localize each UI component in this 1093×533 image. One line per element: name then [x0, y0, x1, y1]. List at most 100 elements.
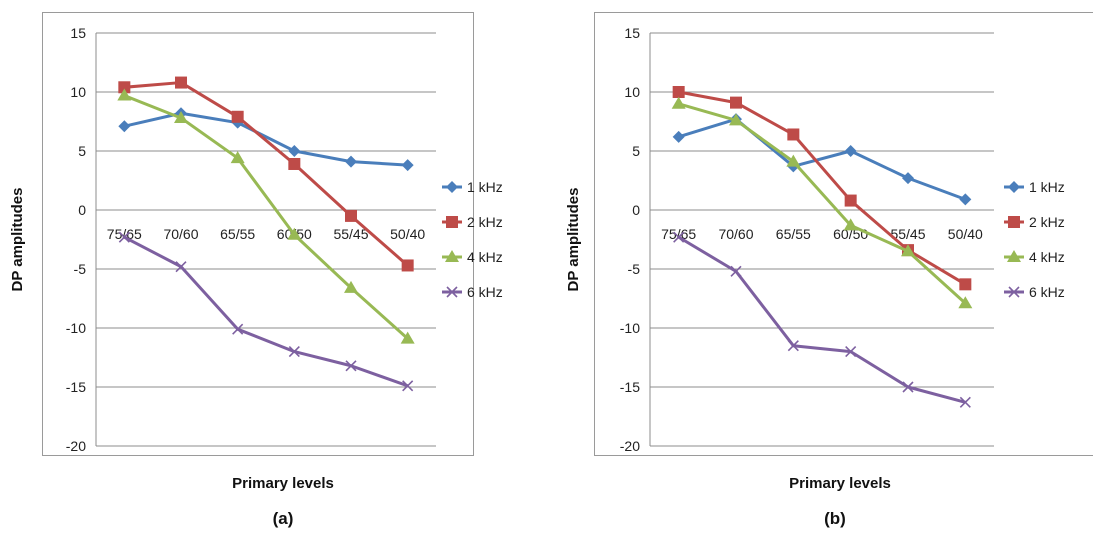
data-point: [402, 380, 414, 392]
data-point: [844, 194, 857, 207]
legend-marker: [446, 286, 458, 298]
series-6-khz: [118, 231, 414, 392]
y-tick-label: -15: [66, 379, 86, 395]
data-point: [401, 159, 414, 172]
y-tick-label: -5: [74, 261, 87, 277]
data-point: [345, 155, 357, 168]
x-tick-label: 70/60: [163, 226, 198, 242]
chart-border: [42, 12, 474, 456]
legend-marker: [445, 250, 459, 262]
legend-label: 4 kHz: [467, 249, 503, 265]
legend-item: 6 kHz: [442, 284, 503, 300]
x-tick-label: 65/55: [776, 226, 811, 242]
data-point: [672, 86, 685, 98]
legend-label: 2 kHz: [467, 214, 503, 230]
figure-caption: (a): [273, 509, 294, 528]
data-point: [671, 96, 686, 109]
data-point: [231, 110, 244, 123]
data-point: [288, 346, 300, 358]
x-tick-label: 75/65: [107, 226, 142, 242]
data-point: [175, 261, 187, 273]
x-tick-label: 70/60: [718, 226, 753, 242]
series-4-khz: [671, 96, 973, 309]
y-tick-label: 0: [632, 202, 640, 218]
y-tick-label: 5: [78, 143, 86, 159]
y-tick-label: 15: [624, 25, 640, 41]
y-tick-label: 15: [70, 25, 86, 41]
x-tick-label: 55/45: [333, 226, 368, 242]
y-tick-label: -10: [620, 320, 640, 336]
data-point: [401, 259, 414, 272]
data-point: [118, 81, 131, 94]
legend-marker: [1007, 250, 1021, 262]
legend-label: 1 kHz: [1029, 179, 1065, 195]
data-point: [901, 244, 915, 257]
legend-marker: [1008, 181, 1020, 193]
data-point: [287, 227, 302, 240]
data-point: [845, 346, 857, 358]
series-line: [124, 81, 409, 267]
data-point: [288, 157, 301, 170]
data-point: [730, 96, 742, 109]
data-point: [959, 193, 972, 206]
data-point: [118, 231, 130, 243]
data-point: [175, 76, 187, 89]
y-tick-label: -15: [620, 379, 640, 395]
data-point: [672, 130, 685, 143]
y-tick-label: -10: [66, 320, 86, 336]
y-axis-title: DP amplitudes: [9, 188, 26, 292]
data-point: [345, 209, 357, 222]
series-6-khz: [673, 231, 971, 408]
legend-label: 1 kHz: [467, 179, 503, 195]
x-axis-title: Primary levels: [232, 475, 334, 492]
legend-label: 6 kHz: [1029, 284, 1065, 300]
legend-item: 2 kHz: [1004, 214, 1065, 230]
data-point: [400, 331, 415, 344]
series-2-khz: [672, 86, 972, 291]
data-point: [959, 396, 971, 408]
figure-caption: (b): [824, 509, 846, 528]
legend-item: 1 kHz: [442, 179, 503, 195]
data-point: [344, 280, 358, 293]
series-4-khz: [117, 88, 415, 344]
data-point: [843, 218, 858, 231]
y-tick-label: -20: [620, 438, 640, 454]
legend-item: 2 kHz: [442, 214, 503, 230]
data-point: [345, 360, 357, 372]
legend-label: 6 kHz: [467, 284, 503, 300]
x-tick-label: 75/65: [661, 226, 696, 242]
y-tick-label: 0: [78, 202, 86, 218]
series-line: [678, 102, 967, 305]
data-point: [729, 113, 743, 126]
x-tick-label: 50/40: [390, 226, 425, 242]
legend-item: 4 kHz: [1004, 249, 1065, 265]
chart-a: 151050-5-10-15-2075/6570/6065/5560/5055/…: [9, 12, 503, 492]
data-point: [673, 231, 685, 243]
data-point: [958, 296, 973, 309]
y-tick-label: 10: [70, 84, 86, 100]
x-tick-label: 65/55: [220, 226, 255, 242]
series-2-khz: [118, 76, 414, 272]
data-point: [117, 88, 132, 101]
data-point: [288, 145, 301, 157]
y-axis-title: DP amplitudes: [565, 188, 582, 292]
data-point: [902, 172, 914, 185]
data-point: [786, 154, 801, 167]
legend-item: 1 kHz: [1004, 179, 1065, 195]
y-tick-label: 10: [624, 84, 640, 100]
series-line: [677, 235, 966, 404]
data-point: [902, 381, 914, 393]
legend-marker: [1008, 216, 1020, 228]
legend-marker: [446, 216, 458, 228]
data-point: [118, 120, 131, 133]
legend-item: 6 kHz: [1004, 284, 1065, 300]
series-line: [123, 94, 409, 340]
series-line: [123, 235, 409, 388]
data-point: [844, 145, 857, 157]
y-tick-label: 5: [632, 143, 640, 159]
legend-label: 2 kHz: [1029, 214, 1065, 230]
y-tick-label: -5: [628, 261, 641, 277]
data-point: [787, 340, 799, 352]
data-point: [232, 323, 244, 335]
